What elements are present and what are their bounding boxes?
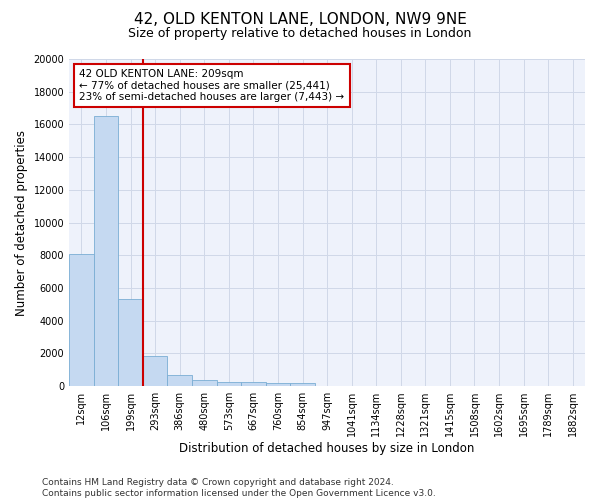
Text: Contains HM Land Registry data © Crown copyright and database right 2024.
Contai: Contains HM Land Registry data © Crown c… xyxy=(42,478,436,498)
X-axis label: Distribution of detached houses by size in London: Distribution of detached houses by size … xyxy=(179,442,475,455)
Bar xyxy=(266,383,290,386)
Bar xyxy=(118,300,143,386)
Bar xyxy=(143,356,167,386)
Bar xyxy=(192,380,217,386)
Text: Size of property relative to detached houses in London: Size of property relative to detached ho… xyxy=(128,28,472,40)
Bar xyxy=(69,254,94,386)
Bar xyxy=(94,116,118,386)
Bar xyxy=(217,382,241,386)
Text: 42 OLD KENTON LANE: 209sqm
← 77% of detached houses are smaller (25,441)
23% of : 42 OLD KENTON LANE: 209sqm ← 77% of deta… xyxy=(79,69,344,102)
Text: 42, OLD KENTON LANE, LONDON, NW9 9NE: 42, OLD KENTON LANE, LONDON, NW9 9NE xyxy=(134,12,466,28)
Bar xyxy=(290,383,315,386)
Y-axis label: Number of detached properties: Number of detached properties xyxy=(15,130,28,316)
Bar xyxy=(241,382,266,386)
Bar xyxy=(167,376,192,386)
